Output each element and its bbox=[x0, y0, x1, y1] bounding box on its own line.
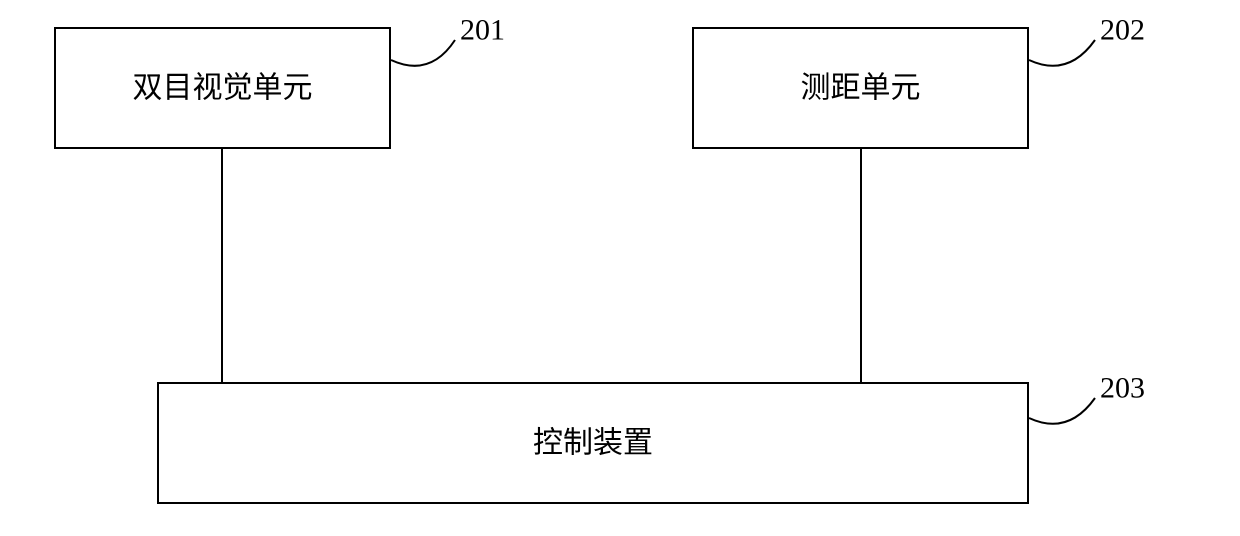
ref-label-n3: 203 bbox=[1100, 372, 1145, 405]
leader-line-n2 bbox=[1029, 40, 1095, 66]
node-label-n2: 测距单元 bbox=[801, 72, 921, 105]
diagram-canvas: 双目视觉单元 测距单元控制装置 201 202 203 bbox=[0, 0, 1240, 531]
node-label-n1: 双目视觉单元 bbox=[133, 72, 313, 105]
ref-label-n1: 201 bbox=[460, 14, 505, 47]
leader-line-n1 bbox=[391, 40, 455, 66]
node-label-n3: 控制装置 bbox=[533, 427, 653, 460]
leader-line-n3 bbox=[1029, 398, 1095, 424]
ref-label-n2: 202 bbox=[1100, 14, 1145, 47]
